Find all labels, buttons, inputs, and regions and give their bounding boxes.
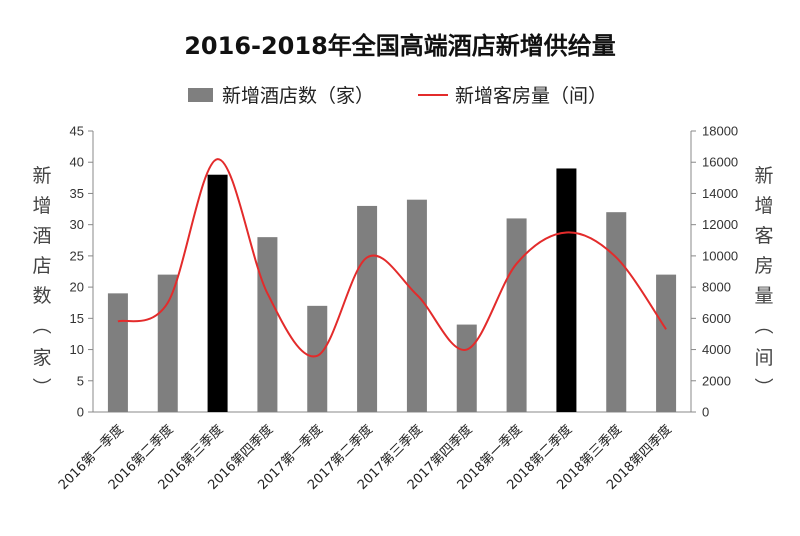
left-tick-label: 20	[70, 280, 84, 295]
axis-title-glyph: 客	[754, 225, 773, 247]
axis-title-glyph: 量	[754, 285, 773, 307]
left-tick-label: 30	[70, 217, 84, 232]
left-tick-label: 10	[70, 342, 84, 357]
legend: 新增酒店数（家） 新增客房量（间）	[188, 85, 607, 107]
left-tick-label: 45	[70, 124, 84, 139]
right-tick-label: 10000	[702, 248, 738, 263]
right-tick-label: 14000	[702, 186, 738, 201]
axis-title-glyph: 酒	[32, 225, 51, 247]
bar	[606, 212, 627, 412]
right-tick-label: 8000	[702, 280, 731, 295]
right-tick-label: 12000	[702, 217, 738, 232]
right-tick-label: 6000	[702, 311, 731, 326]
chart-title: 2016-2018年全国高端酒店新增供给量	[184, 32, 616, 60]
right-tick-label: 0	[702, 405, 709, 420]
right-tick-label: 4000	[702, 342, 731, 357]
left-tick-label: 25	[70, 248, 84, 263]
bar	[107, 293, 128, 412]
bar	[307, 305, 328, 412]
left-tick-label: 40	[70, 155, 84, 170]
right-tick-label: 2000	[702, 373, 731, 388]
axis-title-glyph: 增	[754, 195, 773, 217]
axis-title-glyph: 增	[32, 195, 51, 217]
axis-title-glyph: 新	[754, 165, 773, 187]
y-left-axis-title: 新增酒店数 （ 家 ）	[30, 165, 52, 397]
axis-title-glyph: 数	[32, 285, 51, 307]
y-right-axis-title: 新增客房量 （ 间 ）	[752, 165, 774, 397]
line-series	[117, 158, 667, 358]
axis-title-glyph: 家	[32, 347, 51, 369]
axis-title-glyph: 房	[754, 255, 773, 277]
left-tick-group: 0 5 10 15 20 25 30 35 40 45	[70, 124, 93, 420]
bar-series	[107, 168, 677, 412]
bar	[456, 324, 477, 412]
legend-bar-swatch	[188, 88, 213, 102]
axis-title-glyph: 店	[32, 255, 51, 277]
bar	[406, 199, 427, 412]
axis-title-glyph: ）	[30, 377, 52, 396]
axis-title-glyph: ）	[752, 377, 774, 396]
room-line	[117, 158, 667, 358]
left-tick-label: 0	[77, 405, 84, 420]
right-tick-group: 0 2000 4000 6000 8000 10000 12000 14000 16000 180…	[691, 124, 738, 420]
x-tick-group: 2016第一季度2016第二季度2016第三季度2016第四季度2017第一季度…	[55, 422, 675, 493]
axis-title-glyph: （	[752, 315, 774, 334]
bar	[506, 218, 527, 412]
bar	[357, 205, 378, 412]
bar	[556, 168, 577, 412]
left-tick-label: 15	[70, 311, 84, 326]
bar	[257, 237, 278, 412]
legend-line-label: 新增客房量（间）	[455, 85, 607, 107]
bar	[207, 174, 228, 412]
bar	[656, 274, 677, 412]
right-tick-label: 16000	[702, 155, 738, 170]
axis-title-glyph: （	[30, 315, 52, 334]
axis-title-glyph: 间	[754, 347, 773, 369]
left-tick-label: 5	[77, 373, 84, 388]
legend-bar-label: 新增酒店数（家）	[222, 85, 374, 107]
left-tick-label: 35	[70, 186, 84, 201]
right-tick-label: 18000	[702, 124, 738, 139]
bar	[157, 274, 178, 412]
axis-title-glyph: 新	[32, 165, 51, 187]
